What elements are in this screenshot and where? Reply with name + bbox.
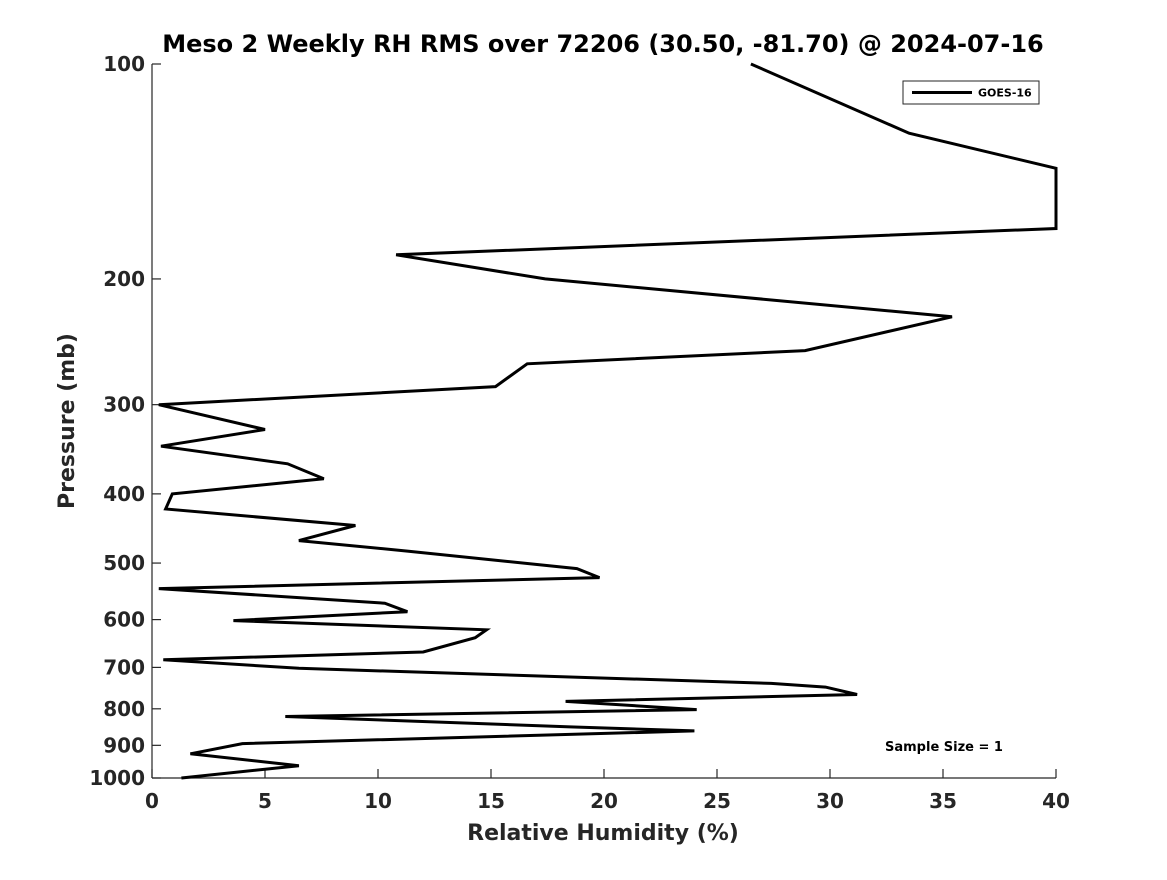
- legend-label: GOES-16: [978, 87, 1032, 100]
- x-tick-label: 0: [145, 789, 159, 813]
- y-tick-label: 600: [103, 608, 145, 632]
- x-tick-label: 30: [816, 789, 844, 813]
- chart-title: Meso 2 Weekly RH RMS over 72206 (30.50, …: [162, 30, 1044, 58]
- x-tick-label: 20: [590, 789, 618, 813]
- axes: 0 5 10 15 20 25 30 35 40 100 200 300 400 500 600 700 800…: [89, 52, 1070, 813]
- series-line-goes-16: [158, 62, 1058, 780]
- y-tick-label: 700: [103, 655, 145, 679]
- y-tick-label: 100: [103, 52, 145, 76]
- x-tick-label: 5: [258, 789, 272, 813]
- series-layer: [158, 62, 1058, 780]
- x-tick-label: 10: [364, 789, 392, 813]
- x-tick-label: 25: [703, 789, 731, 813]
- y-tick-label: 800: [103, 697, 145, 721]
- x-axis-label: Relative Humidity (%): [467, 821, 739, 846]
- x-tick-label: 15: [477, 789, 505, 813]
- y-tick-label: 200: [103, 267, 145, 291]
- y-tick-label: 400: [103, 482, 145, 506]
- y-tick-label: 500: [103, 551, 145, 575]
- x-tick-label: 40: [1042, 789, 1070, 813]
- y-tick-label: 900: [103, 733, 145, 757]
- sample-size-annotation: Sample Size = 1: [885, 740, 1003, 755]
- x-tick-label: 35: [929, 789, 957, 813]
- y-tick-label: 300: [103, 393, 145, 417]
- y-axis-label: Pressure (mb): [55, 333, 80, 509]
- legend: GOES-16: [902, 80, 1040, 105]
- y-tick-label: 1000: [89, 766, 145, 790]
